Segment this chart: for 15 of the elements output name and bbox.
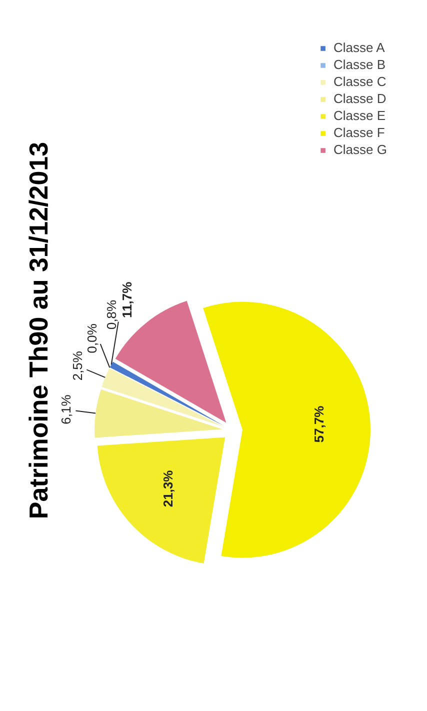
legend-label: Classe A bbox=[334, 40, 385, 55]
legend-label: Classe D bbox=[334, 91, 386, 106]
text: Patrimoine Th90 au 31/12/2013 bbox=[24, 142, 54, 520]
data-label: 0,8% bbox=[104, 299, 119, 330]
legend-label: Classe E bbox=[334, 108, 386, 123]
legend-label: Classe B bbox=[334, 57, 386, 72]
legend-label: Classe G bbox=[334, 142, 387, 157]
data-label: 6,1% bbox=[58, 394, 74, 424]
data-label: 2,5% bbox=[70, 350, 85, 381]
data-label: 21,3% bbox=[160, 470, 176, 508]
legend-label: Classe C bbox=[334, 74, 386, 89]
data-label: 11,7% bbox=[119, 281, 134, 318]
legend-label: Classe F bbox=[334, 125, 385, 140]
text: 0,0% bbox=[84, 324, 100, 354]
data-label: 57,7% bbox=[312, 405, 327, 443]
